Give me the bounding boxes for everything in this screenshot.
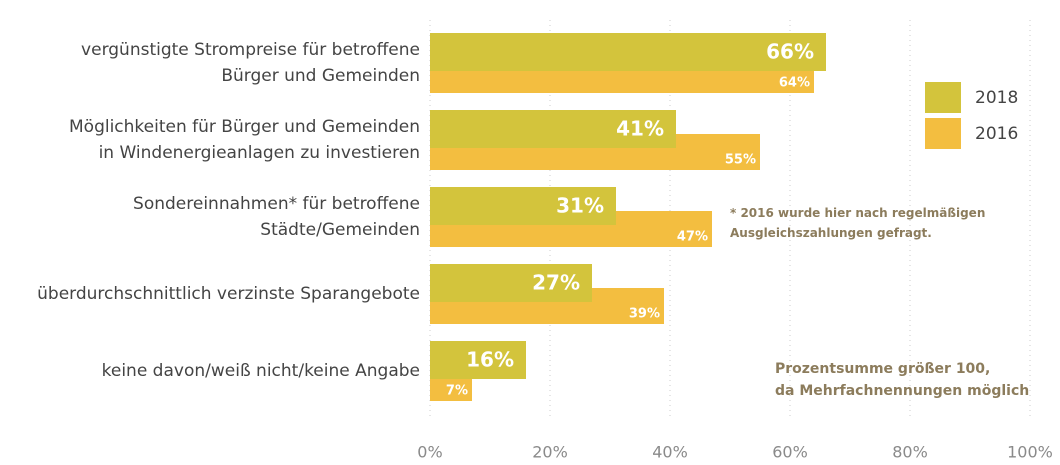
bar — [430, 33, 826, 71]
bar — [430, 264, 592, 302]
value-label: 27% — [532, 271, 580, 295]
value-label: 66% — [766, 40, 814, 64]
value-label: 39% — [629, 307, 660, 322]
value-label: 41% — [616, 117, 664, 141]
bar — [430, 110, 676, 148]
bar — [430, 187, 616, 225]
value-label: 47% — [677, 230, 708, 245]
value-label: 16% — [466, 348, 514, 372]
x-tick-label: 80% — [892, 443, 928, 462]
x-tick-label: 0% — [417, 443, 442, 462]
category-label: Sondereinnahmen* für betroffene Städte/G… — [133, 194, 420, 240]
legend-label: 2016 — [975, 124, 1018, 144]
x-tick-label: 100% — [1007, 443, 1053, 462]
value-label: 55% — [725, 153, 756, 168]
x-tick-label: 20% — [532, 443, 568, 462]
category-label: keine davon/weiß nicht/keine Angabe — [101, 361, 420, 381]
legend-swatch — [925, 82, 961, 113]
legend-label: 2018 — [975, 88, 1018, 108]
legend-swatch — [925, 118, 961, 149]
x-tick-label: 60% — [772, 443, 808, 462]
category-label: überdurchschnittlich verzinste Sparangeb… — [37, 284, 420, 304]
bar — [430, 341, 526, 379]
value-label: 64% — [779, 76, 810, 91]
value-label: 31% — [556, 194, 604, 218]
annotation: * 2016 wurde hier nach regelmäßigen Ausg… — [730, 206, 986, 240]
category-label: Möglichkeiten für Bürger und Gemeinden i… — [69, 117, 420, 163]
annotation: Prozentsumme größer 100, da Mehrfachnenn… — [775, 361, 1030, 399]
x-tick-label: 40% — [652, 443, 688, 462]
category-label: vergünstigte Strompreise für betroffene … — [81, 40, 420, 86]
value-label: 7% — [446, 384, 468, 399]
